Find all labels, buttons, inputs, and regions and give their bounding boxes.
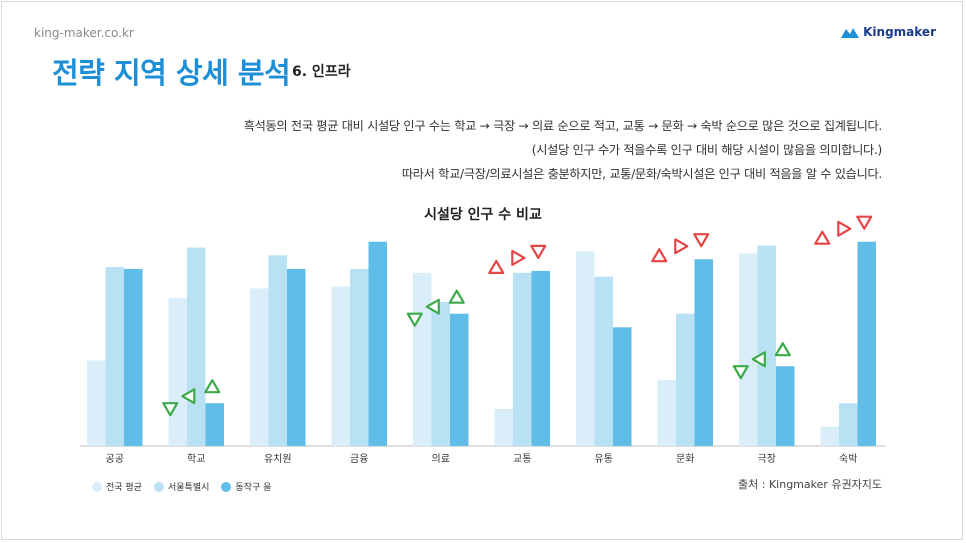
brand-name: Kingmaker [863, 25, 936, 39]
green-triangle-marker-icon [448, 289, 465, 304]
description: 흑석동의 전국 평균 대비 시설당 인구 수는 학교 → 극장 → 의료 순으로… [243, 114, 883, 186]
x-tick-label: 의료 [432, 453, 450, 465]
bar-seoul [105, 267, 124, 446]
x-tick-label: 공공 [106, 453, 124, 465]
brand-mountain-icon [841, 28, 860, 38]
legend-swatch [221, 481, 232, 492]
chart-legend: 전국 평균 서울특별시 동작구 을 [92, 480, 271, 493]
bar-dongjak [531, 270, 550, 446]
x-tick-label: 유통 [595, 453, 613, 465]
bar-dongjak [776, 366, 795, 446]
bar-national [331, 286, 350, 446]
source-note: 출처 : Kingmaker 유권자지도 [738, 478, 882, 491]
bar-seoul [757, 245, 776, 446]
green-triangle-marker-icon [774, 342, 791, 357]
bar-seoul [676, 313, 695, 446]
bar-dongjak [368, 241, 387, 446]
red-triangle-marker-icon [856, 215, 873, 230]
red-triangle-marker-icon [814, 230, 831, 245]
bar-dongjak [205, 403, 224, 446]
green-triangle-marker-icon [425, 298, 440, 315]
chart-title: 시설당 인구 수 비교 [424, 207, 542, 223]
bar-seoul [513, 272, 532, 446]
brand-logo: Kingmaker [841, 25, 936, 39]
red-triangle-marker-icon [530, 244, 547, 259]
bar-national [739, 253, 758, 446]
x-tick-label: 문화 [676, 453, 694, 465]
green-triangle-marker-icon [751, 351, 766, 368]
bar-dongjak [857, 241, 876, 446]
red-triangle-marker-icon [693, 233, 710, 248]
bar-seoul [839, 403, 858, 446]
bar-national [250, 288, 269, 446]
legend-label: 동작구 을 [235, 483, 272, 493]
bar-national [413, 272, 432, 446]
x-tick-label: 금융 [350, 453, 368, 465]
bar-seoul [187, 247, 206, 446]
x-tick-label: 극장 [758, 453, 776, 465]
legend-label: 서울특별시 [167, 483, 210, 493]
legend-swatch [153, 481, 164, 492]
bar-national [168, 298, 187, 446]
red-triangle-marker-icon [651, 248, 668, 263]
bar-national [87, 360, 106, 446]
bar-dongjak [287, 268, 306, 446]
bar-seoul [268, 255, 287, 446]
bar-national [576, 251, 595, 446]
bar-national [820, 426, 839, 446]
green-triangle-marker-icon [732, 365, 749, 380]
bar-dongjak [613, 327, 632, 446]
red-triangle-marker-icon [511, 249, 526, 266]
legend-swatch [92, 481, 102, 492]
page-title: 전략 지역 상세 분석 [52, 56, 291, 90]
bar-seoul [594, 276, 613, 446]
legend-item-national: 전국 평균 [92, 480, 142, 493]
bar-seoul [350, 268, 369, 446]
legend-item-dongjak: 동작구 을 [221, 480, 271, 493]
description-line: 따라서 학교/극장/의료시설은 충분하지만, 교통/문화/숙박시설은 인구 대비… [401, 167, 882, 181]
legend-item-seoul: 서울특별시 [153, 480, 210, 493]
x-tick-label: 유치원 [264, 453, 292, 465]
bar-dongjak [450, 313, 469, 446]
green-triangle-marker-icon [406, 312, 423, 327]
green-triangle-marker-icon [181, 388, 196, 405]
red-triangle-marker-icon [674, 238, 689, 255]
red-triangle-marker-icon [488, 259, 505, 274]
green-triangle-marker-icon [162, 402, 179, 417]
green-triangle-marker-icon [204, 379, 221, 394]
bar-dongjak [694, 259, 713, 446]
section-subtitle: 6. 인프라 [292, 64, 351, 80]
x-tick-label: 교통 [513, 453, 531, 465]
description-line: 흑석동의 전국 평균 대비 시설당 인구 수는 학교 → 극장 → 의료 순으로… [243, 119, 883, 133]
red-triangle-marker-icon [837, 220, 852, 237]
legend-label: 전국 평균 [106, 483, 142, 493]
x-tick-label: 학교 [187, 453, 205, 465]
bar-national [657, 379, 676, 446]
bar-seoul [431, 302, 450, 446]
bar-dongjak [124, 268, 143, 446]
bar-national [494, 409, 513, 446]
description-line: (시설당 인구 수가 적을수록 인구 대비 해당 시설이 많음을 의미합니다.) [531, 143, 883, 157]
site-url: king-maker.co.kr [34, 26, 134, 40]
x-tick-label: 숙박 [839, 453, 857, 465]
